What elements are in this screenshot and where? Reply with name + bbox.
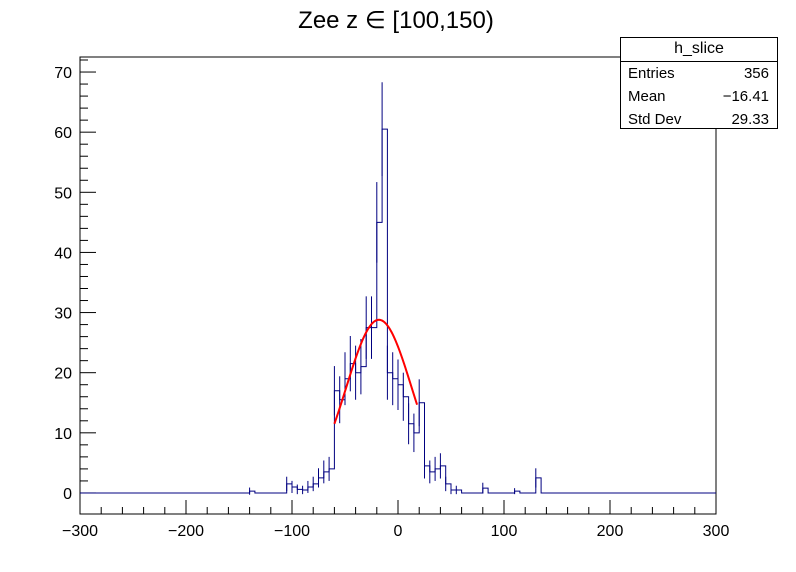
x-tick-label: 300 <box>703 523 730 540</box>
chart-title: Zee z ∈ [100,150) <box>298 7 494 34</box>
y-tick-label: 30 <box>54 306 72 323</box>
stats-title: h_slice <box>621 38 777 62</box>
y-tick-label: 50 <box>54 185 72 202</box>
x-tick-label: −300 <box>62 523 98 540</box>
stats-value-stddev: 29.33 <box>731 111 769 128</box>
stats-value-mean: −16.41 <box>722 88 769 105</box>
stats-label-stddev: Std Dev <box>628 111 682 128</box>
gaussian-fit-curve <box>333 318 419 425</box>
stats-row-mean: Mean −16.41 <box>621 85 777 108</box>
stats-row-entries: Entries 356 <box>621 62 777 85</box>
x-tick-label: 0 <box>394 523 403 540</box>
x-tick-label: −100 <box>274 523 310 540</box>
x-tick-label: 100 <box>491 523 518 540</box>
y-tick-label: 60 <box>54 125 72 142</box>
y-tick-label: 40 <box>54 245 72 262</box>
stats-row-stddev: Std Dev 29.33 <box>621 108 777 131</box>
y-tick-label: 70 <box>54 65 72 82</box>
y-tick-label: 10 <box>54 426 72 443</box>
x-tick-label: 200 <box>597 523 624 540</box>
y-tick-label: 20 <box>54 366 72 383</box>
histogram-outline <box>80 128 716 494</box>
x-tick-label: −200 <box>168 523 204 540</box>
stats-label-mean: Mean <box>628 88 666 105</box>
stats-label-entries: Entries <box>628 65 675 82</box>
y-tick-label: 0 <box>63 486 72 503</box>
stats-box: h_slice Entries 356 Mean −16.41 Std Dev … <box>620 37 778 129</box>
stats-value-entries: 356 <box>743 65 769 82</box>
